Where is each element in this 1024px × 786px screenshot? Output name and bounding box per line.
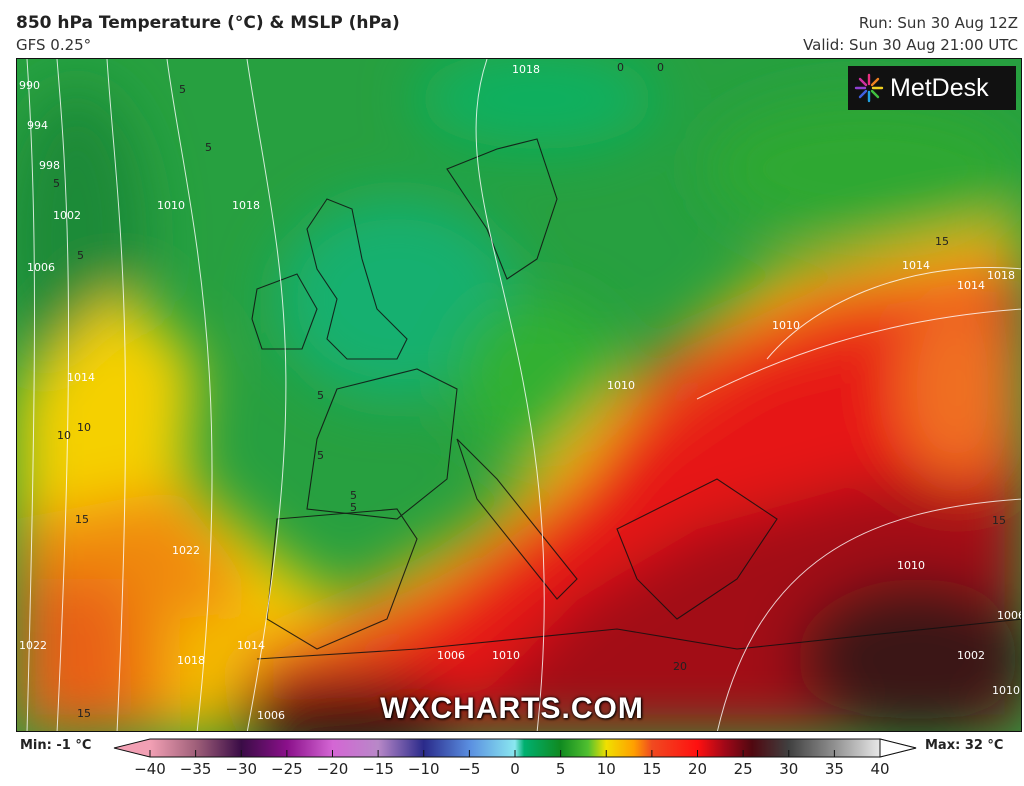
isobar-label: 1006	[257, 709, 285, 722]
colorbar-max-arrow	[879, 738, 917, 758]
isobar-label: 1002	[957, 649, 985, 662]
isobar-label: 1010	[492, 649, 520, 662]
colorbar-tick-label: 25	[733, 760, 753, 778]
colorbar-tick-label: 20	[687, 760, 708, 778]
temp-label: 10	[77, 421, 91, 434]
isobar-label: 990	[19, 79, 40, 92]
colorbar-tick-label: −25	[271, 760, 303, 778]
colorbar-tick-label: 0	[510, 760, 520, 778]
isobar-label: 998	[39, 159, 60, 172]
colorbar-tick-label: 15	[642, 760, 662, 778]
isobar-label: 1006	[437, 649, 465, 662]
temp-label: 15	[935, 235, 949, 248]
isobar-label: 1006	[997, 609, 1022, 622]
colorbar-tick-label: −30	[225, 760, 258, 778]
isobar-label: 1018	[987, 269, 1015, 282]
coastlines	[251, 138, 1021, 660]
colorbar-tick-label: −15	[362, 760, 394, 778]
isobar-label: 1010	[772, 319, 800, 332]
temperature-labels: 5 5 5 5 5 5 10 15 15 15 20 5 5 10 15 0 0	[53, 61, 1006, 720]
temp-label: 15	[77, 707, 91, 720]
scandinavia-outline	[446, 138, 558, 280]
isobars	[26, 59, 1021, 731]
wxcharts-watermark: WXCHARTS.COM	[380, 692, 644, 725]
temp-label: 5	[350, 501, 357, 514]
isobar-label: 994	[27, 119, 48, 132]
temp-label: 5	[350, 489, 357, 502]
isobar-label: 1014	[237, 639, 265, 652]
ireland-outline	[251, 273, 318, 350]
valid-time: Valid: Sun 30 Aug 21:00 UTC	[803, 36, 1018, 54]
isobar-label: 1010	[607, 379, 635, 392]
colorbar-tick-label: 10	[596, 760, 616, 778]
colorbar-tick-label: −35	[179, 760, 212, 778]
isobar-label: 1022	[19, 639, 47, 652]
chart-title: 850 hPa Temperature (°C) & MSLP (hPa)	[16, 13, 400, 33]
colorbar-tick-label: −10	[407, 760, 440, 778]
temp-label: 0	[657, 61, 664, 74]
metdesk-logo-text: MetDesk	[890, 73, 989, 102]
colorbar-tick-label: −20	[316, 760, 349, 778]
isobar-labels: 990 994 998 1002 1006 1010 1014 1018 102…	[19, 63, 1022, 722]
colorbar-tick-label: −40	[134, 760, 166, 778]
temp-label: 5	[77, 249, 84, 262]
isobar-label: 1010	[992, 684, 1020, 697]
colorbar-tick-label: 40	[870, 760, 890, 778]
isobar-label: 1014	[902, 259, 930, 272]
max-temp-label: Max: 32 °C	[925, 738, 1004, 753]
colorbar-tick-label: 5	[555, 760, 566, 778]
great-britain-outline	[306, 198, 408, 360]
isobar-label: 1018	[512, 63, 540, 76]
isobar-label: 1018	[232, 199, 260, 212]
metdesk-logo: MetDesk	[848, 66, 1016, 110]
temp-label: 5	[317, 449, 324, 462]
temp-label: 20	[673, 660, 687, 673]
isobar-label: 1018	[177, 654, 205, 667]
france-outline	[306, 368, 458, 520]
isobar-label: 1006	[27, 261, 55, 274]
north-africa-coast	[256, 618, 1021, 660]
temp-label: 0	[617, 61, 624, 74]
temp-label: 15	[75, 513, 89, 526]
temp-label: 5	[179, 83, 186, 96]
iberia-outline	[266, 508, 418, 650]
temp-label: 5	[205, 141, 212, 154]
min-temp-label: Min: -1 °C	[20, 738, 92, 753]
weather-map: 990 994 998 1002 1006 1010 1014 1018 102…	[16, 58, 1022, 732]
isobar-label: 1014	[67, 371, 95, 384]
isobar-label: 1010	[157, 199, 185, 212]
temp-label: 15	[992, 514, 1006, 527]
isobar-label: 1002	[53, 209, 81, 222]
temp-label: 5	[317, 389, 324, 402]
isobar-label: 1014	[957, 279, 985, 292]
temperature-colorbar	[113, 738, 917, 758]
colorbar-tick-label: 35	[824, 760, 844, 778]
balkans-outline	[616, 478, 778, 620]
isobar-label: 1010	[897, 559, 925, 572]
temp-label: 10	[57, 429, 71, 442]
model-label: GFS 0.25°	[16, 36, 92, 54]
temp-label: 5	[53, 177, 60, 190]
colorbar-tick-label: 30	[779, 760, 799, 778]
isobar-label: 1022	[172, 544, 200, 557]
metdesk-starburst-icon	[854, 73, 884, 103]
italy-outline	[456, 438, 578, 600]
run-time: Run: Sun 30 Aug 12Z	[858, 14, 1018, 32]
temperature-field: 990 994 998 1002 1006 1010 1014 1018 102…	[17, 59, 1022, 731]
colorbar-tick-label: −5	[458, 760, 481, 778]
